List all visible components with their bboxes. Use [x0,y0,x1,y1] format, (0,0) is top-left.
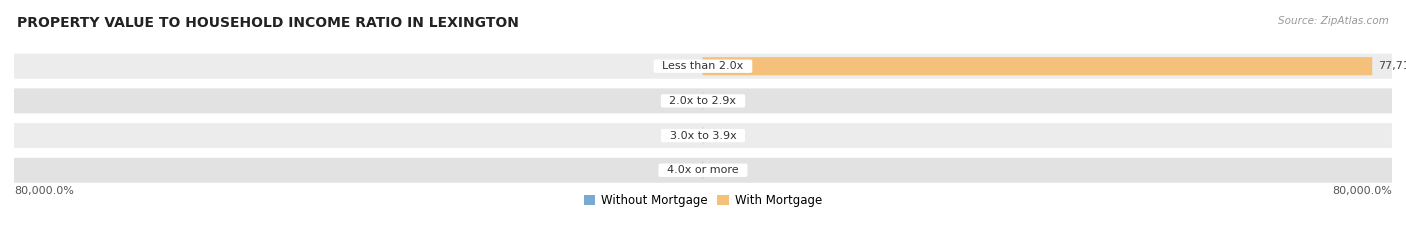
Text: 30.7%: 30.7% [662,61,697,71]
Text: PROPERTY VALUE TO HOUSEHOLD INCOME RATIO IN LEXINGTON: PROPERTY VALUE TO HOUSEHOLD INCOME RATIO… [17,16,519,30]
Text: Source: ZipAtlas.com: Source: ZipAtlas.com [1278,16,1389,26]
Text: 12.0%: 12.0% [662,96,697,106]
FancyBboxPatch shape [14,158,1392,183]
Text: 30.6%: 30.6% [709,130,744,140]
Legend: Without Mortgage, With Mortgage: Without Mortgage, With Mortgage [579,190,827,212]
Text: 77,712.0%: 77,712.0% [1378,61,1406,71]
Text: 80,000.0%: 80,000.0% [14,186,75,196]
FancyBboxPatch shape [14,54,1392,79]
Text: 18.5%: 18.5% [709,165,744,175]
Text: 36.0%: 36.0% [662,165,697,175]
FancyBboxPatch shape [14,88,1392,113]
Text: 21.3%: 21.3% [662,130,697,140]
Text: 80,000.0%: 80,000.0% [1331,186,1392,196]
Text: 2.0x to 2.9x: 2.0x to 2.9x [662,96,744,106]
FancyBboxPatch shape [703,57,1372,75]
FancyBboxPatch shape [14,123,1392,148]
Text: 3.0x to 3.9x: 3.0x to 3.9x [662,130,744,140]
Text: 4.0x or more: 4.0x or more [661,165,745,175]
Text: 46.3%: 46.3% [709,96,744,106]
Text: Less than 2.0x: Less than 2.0x [655,61,751,71]
